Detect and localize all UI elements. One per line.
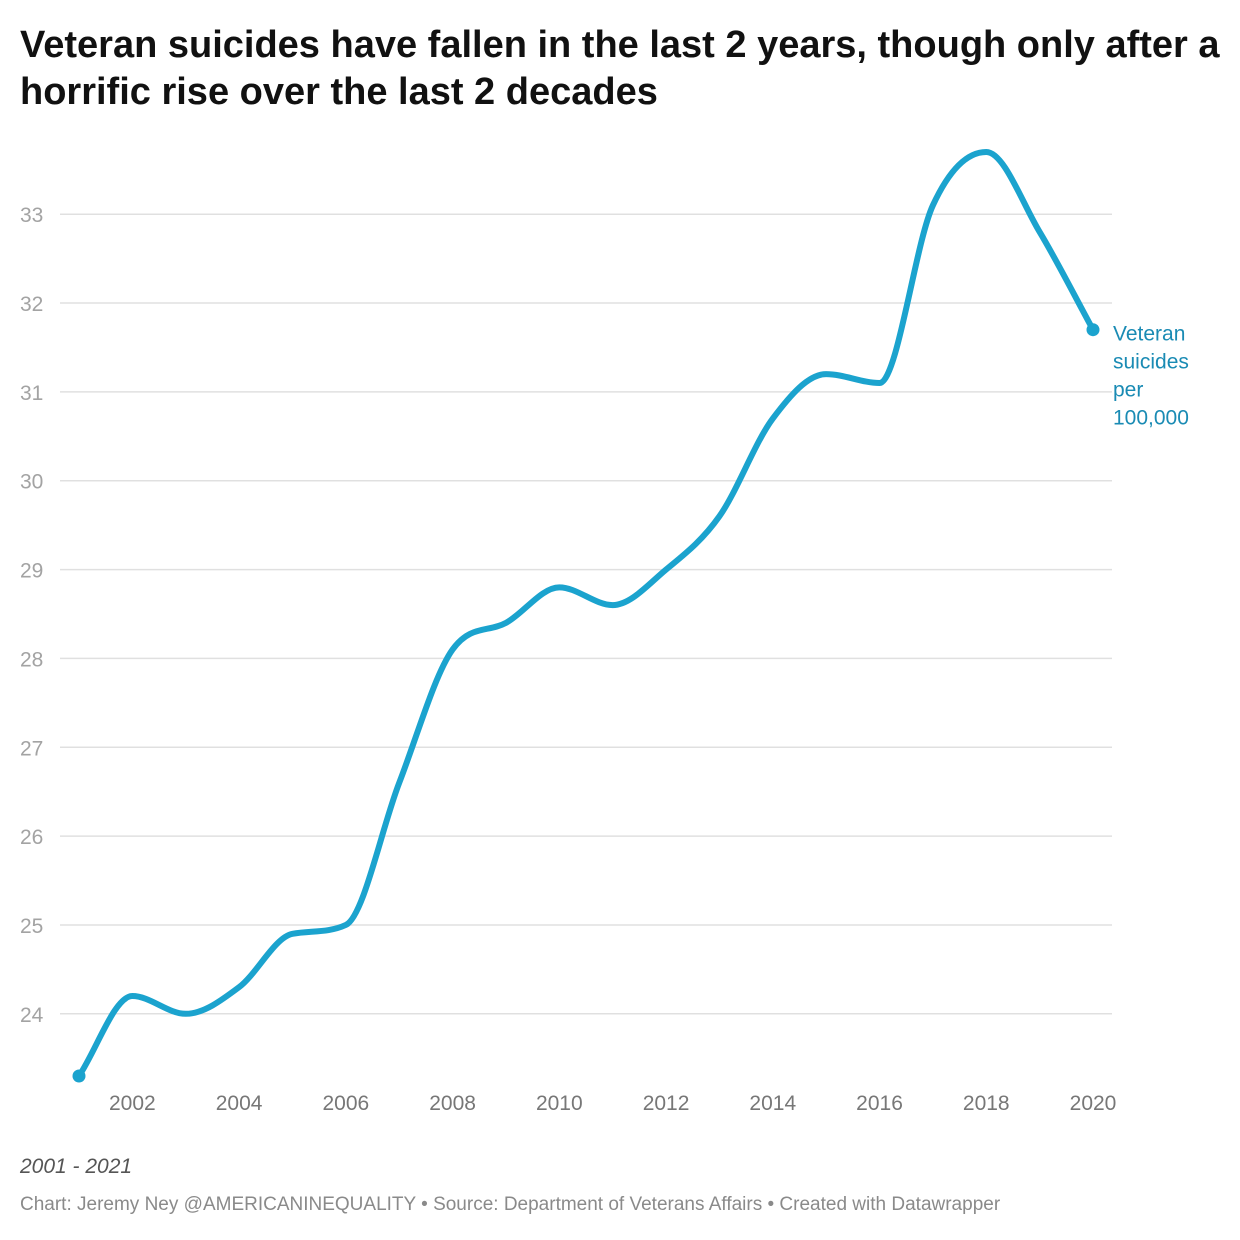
x-tick-label: 2002 <box>109 1092 156 1115</box>
x-tick-label: 2016 <box>856 1092 903 1115</box>
series-label-group: Veteran suicides per 100,000 <box>1113 323 1189 430</box>
x-tick-label: 2018 <box>963 1092 1010 1115</box>
series-label-line: suicides <box>1113 351 1189 374</box>
y-tick-label: 25 <box>20 915 43 938</box>
series-label-line: 100,000 <box>1113 407 1189 430</box>
y-tick-label: 28 <box>20 648 43 671</box>
x-tick-label: 2004 <box>216 1092 263 1115</box>
chart-title: Veteran suicides have fallen in the last… <box>20 24 1220 113</box>
series-line <box>76 149 1096 1079</box>
chart-notes: 2001 - 2021 <box>20 1155 133 1178</box>
y-tick-label: 24 <box>20 1004 44 1027</box>
x-tick-label: 2014 <box>749 1092 796 1115</box>
x-tick-label: 2020 <box>1070 1092 1117 1115</box>
y-tick-label: 31 <box>20 382 43 405</box>
y-tick-label: 27 <box>20 737 43 760</box>
x-tick-label: 2012 <box>643 1092 690 1115</box>
x-tick-label: 2008 <box>429 1092 476 1115</box>
y-axis-ticks: 24 25 26 27 28 29 30 31 32 33 <box>20 204 44 1027</box>
chart-footer: Chart: Jeremy Ney @AMERICANINEQUALITY • … <box>20 1194 1001 1215</box>
gridlines <box>60 213 1112 1015</box>
y-tick-label: 26 <box>20 826 43 849</box>
series-label-line: per <box>1113 379 1143 402</box>
series-start-point <box>72 1069 86 1083</box>
series-end-point <box>1086 323 1100 337</box>
x-tick-label: 2006 <box>322 1092 369 1115</box>
series-group <box>72 149 1100 1083</box>
y-tick-label: 33 <box>20 204 43 227</box>
y-tick-label: 32 <box>20 293 43 316</box>
y-tick-label: 29 <box>20 560 43 583</box>
x-axis-ticks: 2002 2004 2006 2008 2010 2012 2014 2016 2018 2020 <box>109 1092 1116 1115</box>
y-tick-label: 30 <box>20 471 43 494</box>
series-label-line: Veteran <box>1113 323 1185 346</box>
x-tick-label: 2010 <box>536 1092 583 1115</box>
